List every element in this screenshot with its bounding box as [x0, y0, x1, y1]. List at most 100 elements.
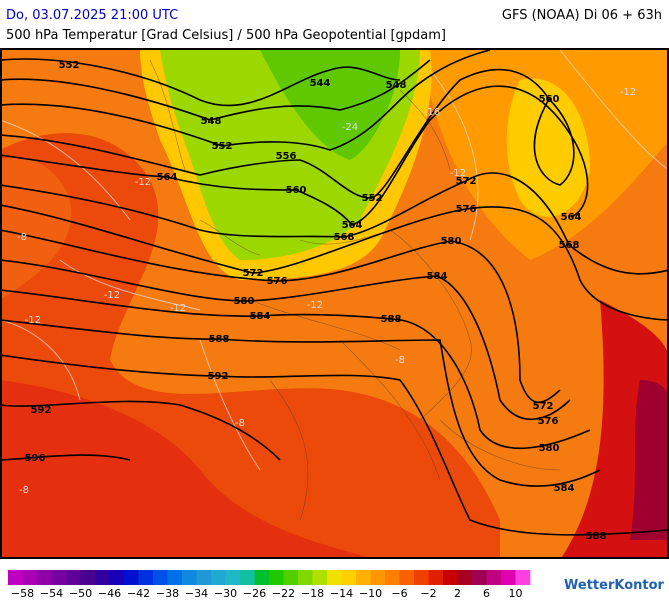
isotherm-label: -8: [17, 232, 27, 243]
legend-swatch: [399, 570, 415, 585]
legend-swatch: [22, 570, 38, 585]
contour-label: 548: [201, 116, 222, 127]
legend-swatch: [414, 570, 429, 585]
legend-swatch: [472, 570, 487, 585]
isotherm: [1, 49, 668, 471]
contour-label: 564: [561, 212, 582, 223]
legend-swatch: [153, 570, 168, 585]
isotherm-label: -8: [19, 485, 29, 496]
legend-swatch: [327, 570, 342, 585]
isotherm-label: -12: [135, 177, 151, 188]
legend-swatch: [283, 570, 299, 585]
brand-logo: WetterKontor: [564, 578, 665, 593]
legend-swatch: [95, 570, 110, 585]
legend-swatch: [457, 570, 473, 585]
legend-swatch: [109, 570, 125, 585]
isotherm-label: -12: [104, 290, 120, 301]
contour-label: 580: [441, 236, 462, 247]
contour-label: 588: [586, 531, 607, 542]
legend-swatch: [196, 570, 212, 585]
legend-swatch: [138, 570, 154, 585]
contour-label: 592: [31, 405, 52, 416]
contour-label: 568: [334, 232, 355, 243]
legend-label: −30: [214, 587, 237, 600]
model-run: GFS (NOAA) Di 06 + 63h: [502, 8, 662, 23]
hot-core: [630, 380, 668, 540]
legend-label: −6: [391, 587, 407, 600]
legend-label: −2: [420, 587, 436, 600]
contour-label: 572: [456, 176, 477, 187]
legend-label: −14: [330, 587, 353, 600]
contour-label: 556: [276, 151, 297, 162]
contour-label: 584: [554, 483, 575, 494]
contour-label: 576: [538, 416, 559, 427]
isotherm-label: -12: [620, 87, 636, 98]
color-legend: −58 −54 −50 −46 −42 −38 −34 −30 −26 −22 −18 −14 −10−…: [8, 570, 531, 600]
legend-swatch: [80, 570, 96, 585]
legend-label: −58: [11, 587, 34, 600]
legend-swatch: [385, 570, 400, 585]
legend-label: −54: [40, 587, 63, 600]
contour-label: 596: [25, 453, 46, 464]
cold-core: [506, 78, 590, 217]
isotherm-label: -8: [235, 418, 245, 429]
isotherm-label: -24: [342, 122, 358, 133]
contour-label: 544: [310, 78, 331, 89]
contour-label: 580: [539, 443, 560, 454]
legend-swatch: [370, 570, 386, 585]
contour-label: 564: [342, 220, 363, 231]
legend-swatch: [124, 570, 139, 585]
contour-label: 548: [386, 80, 407, 91]
legend-label: −46: [98, 587, 121, 600]
isotherm-label: -16: [424, 107, 440, 118]
legend-swatch: [8, 570, 23, 585]
legend-swatch: [298, 570, 313, 585]
legend-swatch: [211, 570, 226, 585]
legend-swatch: [225, 570, 241, 585]
coastline: [149, 59, 561, 521]
legend-label: −42: [127, 587, 150, 600]
contour-label: 588: [209, 334, 230, 345]
contour-label: 560: [539, 94, 560, 105]
legend-swatch: [515, 570, 531, 585]
contour-label: 560: [286, 185, 307, 196]
isotherm-label: -12: [307, 300, 323, 311]
legend-swatch: [501, 570, 516, 585]
legend-swatch: [37, 570, 52, 585]
contour-label: 588: [381, 314, 402, 325]
legend-swatch: [254, 570, 270, 585]
map-frame: [0, 48, 669, 559]
contour-label: 572: [243, 268, 264, 279]
legend-swatch: [182, 570, 197, 585]
legend-swatch: [167, 570, 183, 585]
legend-swatch: [51, 570, 67, 585]
legend-label: −34: [185, 587, 208, 600]
legend-label: −50: [69, 587, 92, 600]
legend-label: 2: [454, 587, 461, 600]
contour-label: 552: [212, 141, 233, 152]
legend-label: −10: [359, 587, 382, 600]
contour-label: 584: [427, 271, 448, 282]
legend-swatch: [486, 570, 502, 585]
contour-label: 584: [250, 311, 271, 322]
legend-label: 10: [509, 587, 523, 600]
contour-label: 572: [533, 401, 554, 412]
legend-swatch: [443, 570, 458, 585]
contour-label: 576: [267, 276, 288, 287]
legend-label: −18: [301, 587, 324, 600]
contour-label: 576: [456, 204, 477, 215]
contour-label: 552: [362, 193, 383, 204]
legend-swatch: [240, 570, 255, 585]
map-title: 500 hPa Temperatur [Grad Celsius] / 500 …: [6, 28, 446, 43]
isotherm-label: -8: [395, 355, 405, 366]
legend-label: −38: [156, 587, 179, 600]
isotherm-label: -12: [450, 168, 466, 179]
isotherm-label: -12: [25, 315, 41, 326]
legend-label: 6: [483, 587, 490, 600]
temperature-labels: -12 -12 -12 -8 -8 -12 -12 -24 -16 -12 -8 -8 -12: [17, 87, 636, 496]
contour-label: 564: [157, 172, 178, 183]
legend-swatch: [356, 570, 371, 585]
